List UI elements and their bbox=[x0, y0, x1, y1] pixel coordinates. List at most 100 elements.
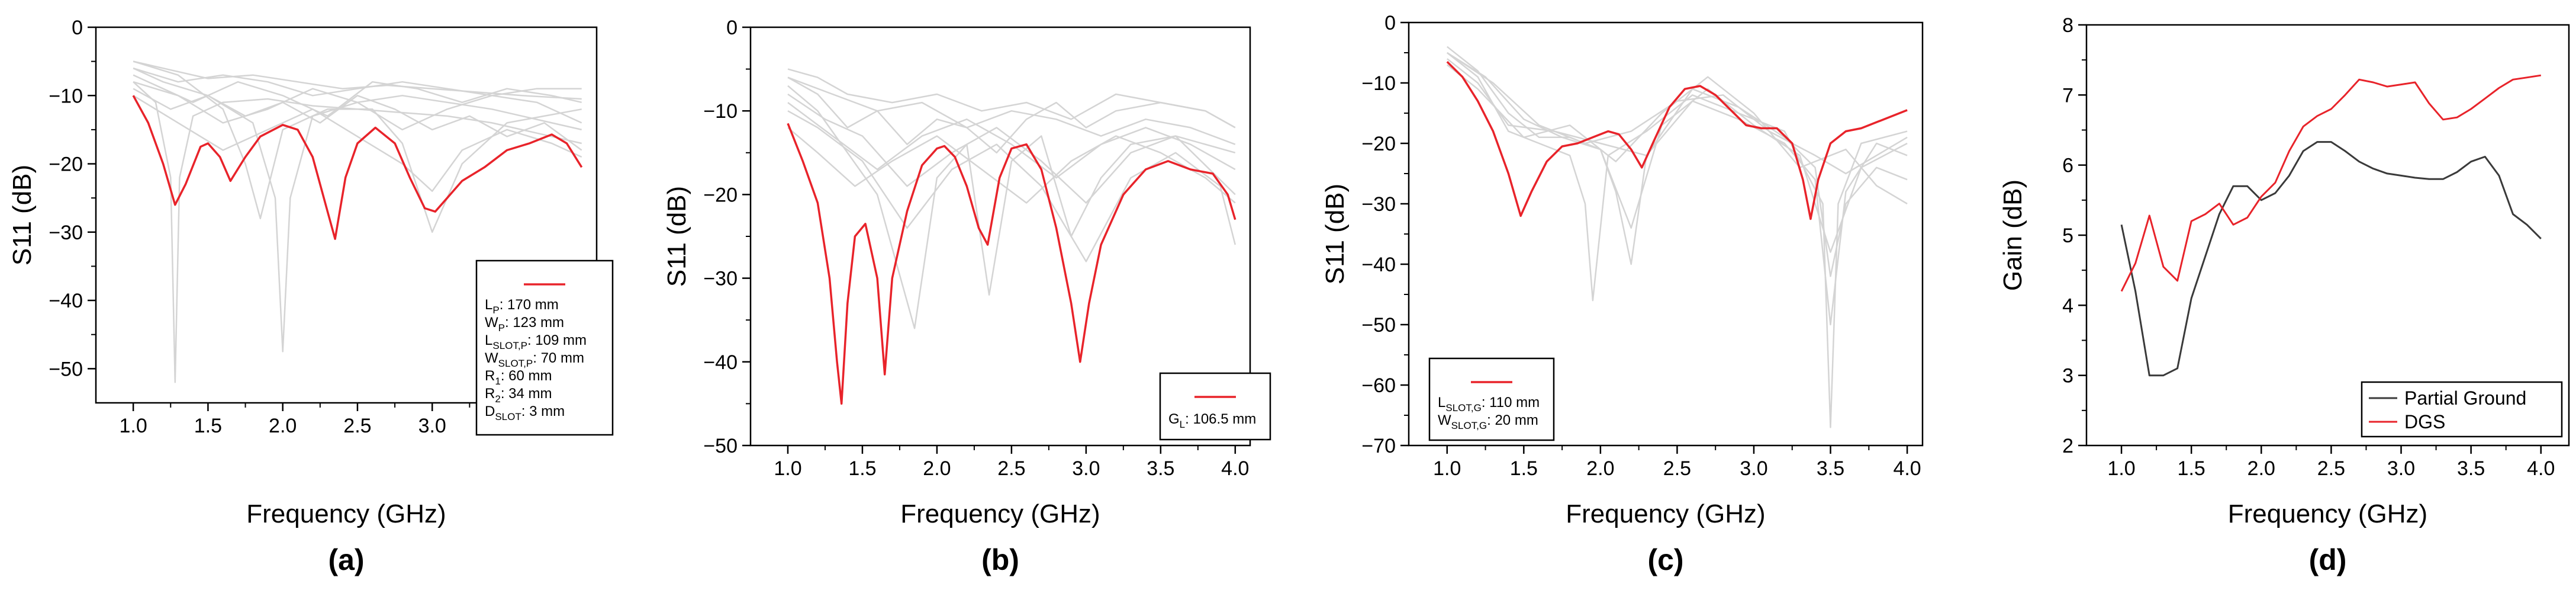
legend-box bbox=[2361, 381, 2563, 438]
sweep-line bbox=[133, 60, 582, 233]
legend-main: L bbox=[1438, 395, 1445, 411]
y-axis-title: Gain (dB) bbox=[1998, 179, 2027, 291]
y-axis-title: S11 (dB) bbox=[1321, 184, 1350, 284]
legend-main: L bbox=[485, 332, 492, 348]
y-tick-label: −60 bbox=[1361, 374, 1396, 397]
x-axis-title: Frequency (GHz) bbox=[900, 499, 1100, 528]
x-tick-label: 2.0 bbox=[1586, 457, 1614, 480]
legend-entry: LSLOT,P: 109 mm bbox=[485, 332, 587, 351]
x-tick-label: 3.5 bbox=[1817, 457, 1844, 480]
legend-entry: LP: 170 mm bbox=[485, 297, 559, 316]
x-axis-title: Frequency (GHz) bbox=[246, 499, 446, 528]
x-tick-label: 3.0 bbox=[1072, 457, 1100, 480]
x-tick-label: 3.0 bbox=[418, 415, 446, 437]
sweep-line bbox=[1447, 52, 1908, 428]
y-tick-label: 0 bbox=[72, 17, 83, 39]
legend-box bbox=[1428, 357, 1555, 441]
sweep-line bbox=[787, 102, 1236, 179]
legend-rest: : 70 mm bbox=[533, 350, 584, 366]
legend-rest: : 106.5 mm bbox=[1185, 411, 1256, 427]
y-tick-label: −70 bbox=[1361, 435, 1396, 457]
panel-label: (c) bbox=[1647, 543, 1683, 576]
y-tick-label: −30 bbox=[1361, 193, 1396, 216]
legend-box bbox=[1159, 372, 1271, 441]
y-tick-label: 3 bbox=[2062, 365, 2073, 387]
series-line-partial-ground bbox=[2120, 141, 2542, 377]
legend-sub: SLOT,G bbox=[1445, 402, 1481, 414]
y-tick-label: −20 bbox=[703, 184, 738, 206]
legend-rest: : 60 mm bbox=[501, 368, 552, 384]
y-tick-label: −40 bbox=[49, 290, 83, 312]
y-tick-label: −20 bbox=[49, 153, 83, 176]
legend-sub: SLOT,P bbox=[492, 340, 527, 351]
legend-rest: : 109 mm bbox=[527, 332, 587, 348]
y-tick-label: −50 bbox=[49, 358, 83, 380]
sweep-line bbox=[787, 68, 1236, 129]
legend-main: G bbox=[1168, 411, 1180, 427]
highlight-line bbox=[787, 123, 1237, 405]
sweep-line bbox=[133, 95, 582, 192]
legend-main: D bbox=[485, 403, 495, 419]
legend-main: W bbox=[485, 350, 498, 366]
y-tick-label: 8 bbox=[2062, 14, 2073, 37]
x-tick-label: 2.0 bbox=[923, 457, 951, 480]
sweep-line bbox=[1447, 58, 1908, 277]
legend-sub: SLOT,P bbox=[498, 358, 533, 369]
x-tick-label: 2.5 bbox=[1663, 457, 1691, 480]
x-tick-label: 1.5 bbox=[2178, 457, 2205, 480]
y-tick-label: −20 bbox=[1361, 133, 1396, 155]
x-tick-label: 2.0 bbox=[269, 415, 297, 437]
x-tick-label: 4.0 bbox=[1893, 457, 1921, 480]
y-tick-label: 0 bbox=[1384, 12, 1396, 34]
panel-d: 1.0 1.5 2.0 2.5 3.0 3.5 4.0 2 3 4 5 6 7 8 Frequency (G… bbox=[1998, 14, 2570, 576]
x-tick-label: 1.5 bbox=[194, 415, 222, 437]
x-tick-label: 2.5 bbox=[997, 457, 1025, 480]
y-tick-label: −30 bbox=[703, 268, 738, 290]
y-tick-label: 2 bbox=[2062, 435, 2073, 457]
sweep-line bbox=[133, 74, 582, 117]
legend-entry: LSLOT,G: 110 mm bbox=[1438, 395, 1540, 414]
x-tick-label: 1.0 bbox=[2107, 457, 2135, 480]
y-tick-label: −30 bbox=[49, 222, 83, 244]
x-tick-label: 4.0 bbox=[1221, 457, 1249, 480]
sweep-line bbox=[133, 81, 582, 131]
legend-sub: 1 bbox=[495, 376, 500, 387]
y-tick-label: −50 bbox=[1361, 314, 1396, 336]
y-tick-label: −10 bbox=[703, 100, 738, 123]
sweep-line bbox=[787, 76, 1236, 145]
legend-sub: 2 bbox=[495, 393, 500, 405]
x-tick-label: 4.0 bbox=[2527, 457, 2555, 480]
sweep-line bbox=[133, 60, 582, 100]
legend-rest: : 20 mm bbox=[1487, 412, 1538, 428]
x-tick-label: 3.0 bbox=[1740, 457, 1767, 480]
legend-entry: GL: 106.5 mm bbox=[1168, 411, 1256, 430]
sweep-line bbox=[1447, 46, 1908, 326]
legend-sub: SLOT bbox=[495, 411, 521, 422]
y-tick-label: −40 bbox=[1361, 254, 1396, 276]
sweep-line bbox=[787, 110, 1237, 262]
panel-b: 1.0 1.5 2.0 2.5 3.0 3.5 4.0 0 −10 −20 −30 −40 −50 Fre… bbox=[662, 17, 1271, 576]
y-axis-title: S11 (dB) bbox=[8, 165, 37, 265]
y-tick-label: 0 bbox=[726, 17, 738, 39]
sweep-line bbox=[787, 85, 1236, 329]
x-tick-label: 2.0 bbox=[2247, 457, 2275, 480]
legend-entry: R2: 34 mm bbox=[485, 386, 552, 405]
x-tick-label: 1.5 bbox=[1510, 457, 1538, 480]
sweep-line bbox=[1447, 64, 1908, 205]
y-tick-label: 4 bbox=[2062, 294, 2073, 317]
x-tick-label: 1.0 bbox=[1433, 457, 1461, 480]
y-tick-label: −50 bbox=[703, 435, 738, 457]
y-tick-label: 5 bbox=[2062, 225, 2073, 247]
x-tick-label: 3.5 bbox=[2457, 457, 2485, 480]
x-tick-label: 2.5 bbox=[2317, 457, 2345, 480]
legend-sub: P bbox=[492, 304, 499, 316]
legend-rest: : 34 mm bbox=[501, 386, 552, 402]
x-tick-label: 3.5 bbox=[1147, 457, 1174, 480]
legend-entry: R1: 60 mm bbox=[485, 368, 552, 387]
panel-label: (a) bbox=[328, 543, 364, 576]
y-axis-title: S11 (dB) bbox=[662, 186, 691, 287]
legend-entry: WSLOT,P: 70 mm bbox=[485, 350, 584, 369]
legend-main: R bbox=[485, 368, 495, 384]
